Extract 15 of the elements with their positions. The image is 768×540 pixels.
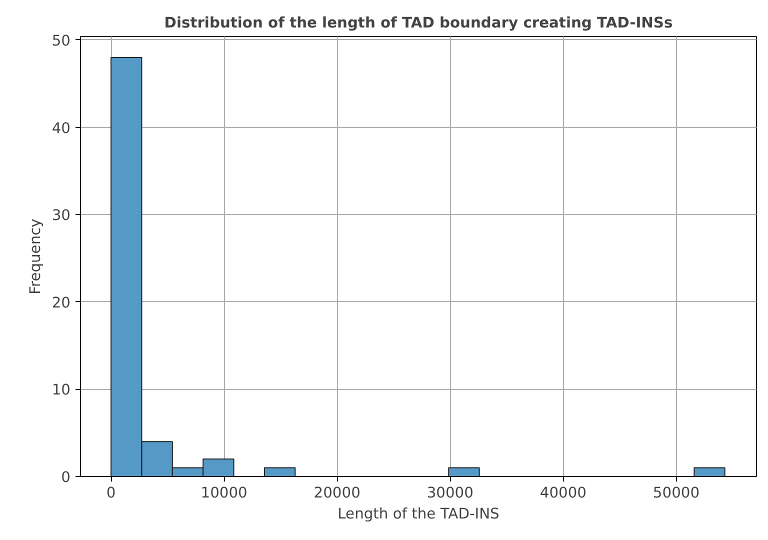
y-tick-label: 40 — [52, 120, 71, 137]
y-tick-label: 30 — [52, 207, 71, 224]
y-tick-label: 10 — [52, 382, 71, 399]
y-tick-label: 20 — [52, 294, 71, 312]
chart-title: Distribution of the length of TAD boundary creating TAD-INSs — [164, 14, 673, 32]
x-tick-label: 0 — [106, 484, 116, 502]
y-tick-label: 50 — [52, 32, 71, 50]
y-axis-title: Frequency — [26, 218, 44, 294]
x-axis-title: Length of the TAD-INS — [338, 506, 500, 522]
x-tick-label: 30000 — [426, 484, 474, 502]
x-tick-label: 50000 — [652, 484, 700, 502]
x-tick-label: 20000 — [314, 484, 360, 502]
x-tick-label: 10000 — [200, 484, 248, 502]
x-tick-label: 40000 — [540, 484, 587, 502]
y-tick-label: 0 — [61, 469, 71, 486]
